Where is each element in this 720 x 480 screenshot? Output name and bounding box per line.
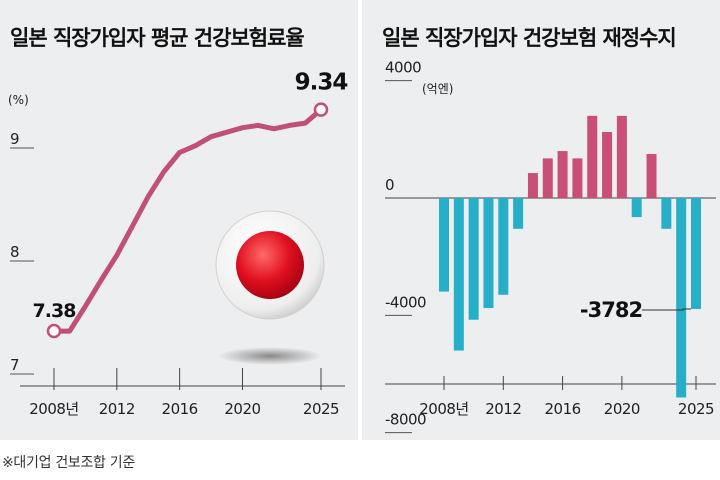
rate-point-marker	[313, 102, 329, 117]
right-x-tick-label: 2020	[604, 400, 640, 418]
left-y-tick-label: 8	[10, 243, 20, 261]
left-y-tick-label: 9	[10, 130, 20, 148]
deficit-bar	[439, 198, 449, 292]
right-y-unit-label: (억엔)	[422, 82, 453, 96]
right-y-tick-label: -8000	[385, 411, 426, 429]
surplus-bar	[602, 132, 613, 198]
deficit-bar	[453, 198, 464, 351]
left-y-tick-label: 7	[10, 356, 20, 374]
surplus-bar	[616, 115, 627, 198]
left-x-tick-label: 2016	[162, 400, 198, 418]
surplus-bar	[646, 154, 657, 198]
right-chart-title: 일본 직장가입자 건강보험 재정수지	[382, 26, 676, 50]
deficit-bar	[661, 198, 672, 229]
rate-point-marker	[46, 323, 62, 339]
left-x-tick-label: 2012	[99, 400, 135, 418]
rate-value-label: 7.38	[33, 300, 77, 322]
deficit-bar	[498, 198, 509, 295]
source-footnote: ※대기업 건보조합 기준	[2, 455, 135, 471]
surplus-bar	[572, 158, 583, 198]
deficit-bar	[691, 198, 701, 309]
surplus-bar	[557, 151, 568, 198]
right-y-tick-label: -4000	[385, 293, 426, 311]
right-x-tick-label: 2025	[678, 400, 714, 418]
flag-shadow	[218, 347, 322, 365]
right-x-tick-label: 2012	[485, 400, 521, 418]
right-x-tick-label: 2016	[544, 400, 580, 418]
surplus-bar	[542, 158, 553, 198]
left-x-tick-label: 2008년	[29, 400, 78, 418]
left-x-tick-label: 2025	[303, 400, 339, 418]
deficit-bar	[676, 198, 687, 398]
left-x-tick-label: 2020	[224, 400, 260, 418]
deficit-bar	[468, 198, 479, 320]
right-panel-background	[362, 0, 720, 440]
rate-line-series	[51, 107, 324, 334]
left-line-chart: (%) 7 8 9 2008년 2012 2016 2020 2025 7.38 9.34	[8, 70, 348, 418]
right-y-tick-label: 0	[385, 176, 394, 194]
surplus-bar	[527, 173, 538, 198]
deficit-bar	[483, 198, 494, 308]
deficit-bar	[513, 198, 524, 229]
flag-red-sun	[236, 231, 304, 299]
deficit-bar	[631, 198, 642, 218]
japan-flag-badge-icon	[215, 210, 325, 365]
rate-value-label: 9.34	[295, 70, 348, 96]
right-y-tick-label: 4000	[385, 59, 421, 77]
callout-leader-line	[642, 308, 691, 311]
surplus-bar	[587, 115, 598, 198]
left-chart-title: 일본 직장가입자 평균 건강보험료율	[10, 26, 304, 50]
right-x-tick-label: 2008년	[419, 400, 468, 418]
left-y-unit-label: (%)	[8, 93, 29, 107]
balance-value-label: -3782	[580, 298, 642, 322]
